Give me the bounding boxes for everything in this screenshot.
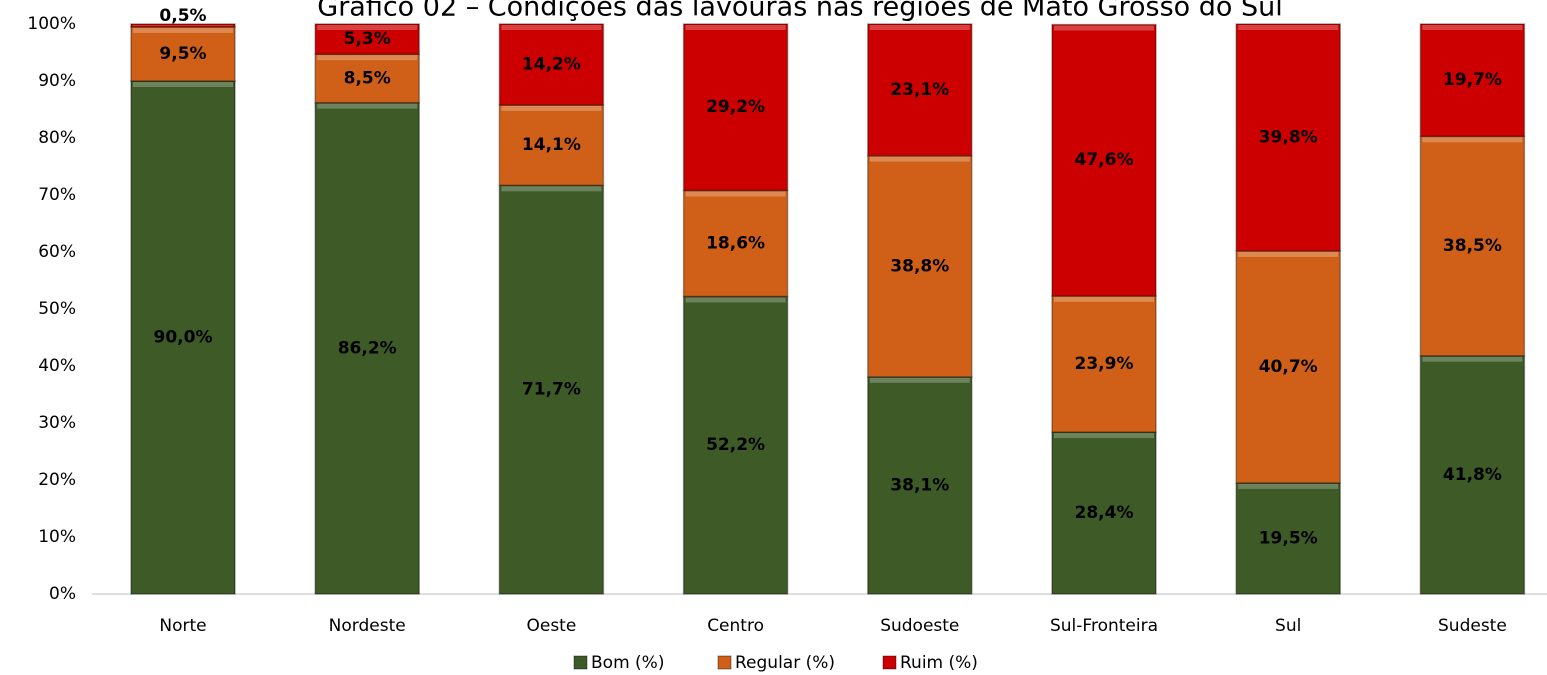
legend-swatch — [882, 655, 897, 670]
data-label: 14,2% — [522, 54, 581, 74]
bar-segment — [1051, 23, 1157, 297]
bar-segment — [1051, 431, 1157, 595]
bar-segment — [867, 23, 973, 157]
data-label: 0,5% — [159, 6, 206, 26]
y-tick-label: 0% — [49, 584, 76, 604]
data-label: 38,1% — [890, 475, 949, 495]
bar-highlight — [317, 55, 418, 61]
data-label: 28,4% — [1075, 503, 1134, 523]
bar-segment — [130, 26, 236, 82]
x-tick-label: Centro — [707, 616, 764, 636]
data-label: 52,2% — [706, 435, 765, 455]
legend-label: Regular (%) — [735, 653, 835, 673]
bar-segment — [130, 23, 236, 28]
x-tick-label: Sudeste — [1438, 616, 1507, 636]
bar-segment — [314, 101, 420, 595]
bar-highlight — [1054, 25, 1154, 31]
bar-segment — [682, 189, 789, 298]
legend-label: Bom (%) — [591, 653, 664, 673]
bar-highlight — [133, 82, 233, 87]
data-label: 18,6% — [706, 233, 765, 253]
x-tick-label: Norte — [159, 616, 206, 636]
data-label: 38,8% — [890, 256, 949, 276]
bar-highlight — [1422, 137, 1523, 143]
y-tick-label: 70% — [38, 185, 76, 205]
x-tick-label: Nordeste — [329, 616, 406, 636]
bar-segment — [498, 23, 605, 106]
bar-segment — [1235, 23, 1341, 252]
bar-highlight — [1054, 296, 1154, 302]
bar-segment — [867, 376, 973, 595]
bar-highlight — [317, 103, 418, 109]
bar-highlight — [869, 25, 970, 30]
data-label: 5,3% — [344, 29, 391, 49]
bar-highlight — [1238, 25, 1339, 30]
data-label: 71,7% — [522, 380, 581, 400]
bar-highlight — [1238, 483, 1339, 489]
data-label: 19,5% — [1259, 528, 1318, 548]
bar-segment — [130, 80, 236, 595]
bar-highlight — [501, 25, 602, 30]
data-label: 47,6% — [1075, 150, 1134, 170]
x-tick-label: Oeste — [526, 616, 576, 636]
bar-highlight — [317, 25, 418, 30]
bar-highlight — [1238, 251, 1339, 257]
bar-highlight — [1054, 433, 1154, 439]
legend-swatch — [717, 655, 732, 670]
bar-highlight — [869, 156, 970, 162]
bar-segment — [1051, 295, 1157, 433]
bar-highlight — [685, 25, 786, 30]
y-tick-label: 10% — [38, 527, 76, 547]
data-label: 23,9% — [1075, 354, 1134, 374]
bar-segment — [682, 23, 789, 192]
y-tick-label: 90% — [38, 71, 76, 91]
bar-segment — [1235, 250, 1341, 484]
y-tick-label: 40% — [38, 356, 76, 376]
chart-title: Gráfico 02 – Condições das lavouras nas … — [317, 0, 1282, 23]
bar-highlight — [133, 25, 233, 26]
data-label: 14,1% — [522, 135, 581, 155]
bar-highlight — [1422, 356, 1523, 362]
bar-highlight — [133, 27, 233, 33]
data-label: 86,2% — [338, 338, 397, 358]
bar-highlight — [685, 191, 786, 197]
bar-segment — [314, 23, 420, 55]
data-label: 40,7% — [1259, 357, 1318, 377]
y-tick-label: 80% — [38, 128, 76, 148]
bar-segment — [1419, 23, 1526, 138]
data-label: 41,8% — [1443, 465, 1502, 485]
bar-highlight — [685, 297, 786, 303]
bar-segment — [498, 104, 605, 187]
x-tick-label: Sul — [1275, 616, 1301, 636]
data-label: 90,0% — [154, 328, 213, 348]
data-label: 8,5% — [344, 68, 391, 88]
y-tick-label: 20% — [38, 470, 76, 490]
bar-highlight — [1422, 25, 1523, 30]
bar-segment — [867, 154, 973, 378]
data-label: 38,5% — [1443, 236, 1502, 256]
bar-segment — [682, 295, 789, 595]
data-label: 29,2% — [706, 97, 765, 117]
legend-label: Ruim (%) — [900, 653, 978, 673]
data-label: 39,8% — [1259, 127, 1318, 147]
bar-highlight — [869, 377, 970, 383]
legend-swatch — [573, 655, 588, 670]
bar-highlight — [501, 105, 602, 111]
data-label: 9,5% — [159, 44, 206, 64]
y-tick-label: 60% — [38, 242, 76, 262]
bar-segment — [314, 53, 420, 104]
bar-segment — [1235, 482, 1341, 595]
data-label: 19,7% — [1443, 70, 1502, 90]
y-tick-label: 50% — [38, 299, 76, 319]
data-label: 23,1% — [890, 80, 949, 100]
bar-segment — [1419, 135, 1526, 357]
y-tick-label: 30% — [38, 413, 76, 433]
bar-highlight — [501, 186, 602, 192]
x-tick-label: Sudoeste — [880, 616, 959, 636]
x-tick-label: Sul-Fronteira — [1050, 616, 1158, 636]
bar-segment — [1419, 354, 1526, 595]
y-tick-label: 100% — [27, 14, 76, 34]
